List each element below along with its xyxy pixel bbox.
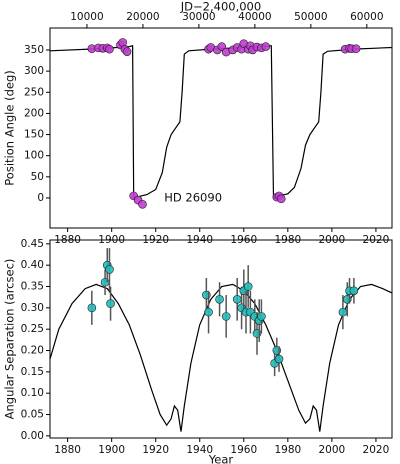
x2-tick-label: 10000 [70, 11, 103, 23]
data-point [232, 295, 242, 304]
y-tick-label: 0.15 [21, 366, 44, 378]
data-point [351, 44, 361, 54]
model-curve [49, 45, 393, 199]
y-tick-label: 300 [24, 65, 44, 77]
x-axis-label: Year [208, 453, 234, 464]
data-point [87, 303, 97, 313]
y-tick-label: 0 [37, 192, 44, 204]
data-point [349, 286, 359, 296]
y-axis-label: Position Angle (deg) [3, 70, 17, 185]
data-point [105, 44, 114, 54]
y-tick-label: 350 [24, 44, 44, 56]
x2-tick-label: 50000 [294, 11, 327, 23]
x-tick-label: 1920 [142, 444, 169, 456]
x2-tick-label: 30000 [182, 11, 215, 23]
y-tick-label: 0.30 [21, 302, 44, 314]
x-tick-label: 1980 [274, 444, 301, 456]
data-point [105, 265, 114, 274]
annotation: HD 26090 [164, 190, 222, 204]
plot-frame [49, 27, 393, 229]
data-point [338, 307, 348, 317]
y-tick-label: 0.00 [21, 430, 44, 442]
data-point [276, 194, 286, 204]
data-point [106, 299, 115, 308]
y-tick-label: 0.20 [21, 345, 44, 357]
data-point [243, 282, 253, 291]
data-point [204, 307, 213, 317]
y-tick-label: 0.25 [21, 323, 44, 335]
y-tick-label: 100 [24, 150, 44, 162]
data-point [221, 312, 231, 321]
data-point [261, 42, 271, 51]
y-tick-label: 200 [24, 107, 44, 119]
x2-axis-label: JD−2,400,000 [180, 0, 261, 14]
x-tick-label: 1880 [54, 444, 81, 456]
x2-tick-label: 60000 [350, 11, 383, 23]
y-tick-label: 50 [31, 171, 44, 183]
data-point [274, 354, 284, 364]
y-tick-label: 0.05 [21, 409, 44, 421]
y-tick-label: 0.35 [21, 281, 44, 293]
y-tick-label: 150 [24, 129, 44, 141]
y-tick-label: 250 [24, 86, 44, 98]
model-curve [49, 283, 393, 432]
data-point [122, 47, 132, 56]
x2-tick-label: 40000 [238, 11, 271, 23]
x-tick-label: 1940 [186, 444, 213, 456]
y-tick-label: 0.45 [21, 238, 44, 250]
data-point [138, 200, 147, 209]
plot-frame [49, 239, 393, 439]
x-tick-label: 1900 [98, 444, 125, 456]
x-tick-label: 2000 [319, 444, 346, 456]
x2-tick-label: 20000 [126, 11, 159, 23]
y-tick-label: 0.40 [21, 259, 44, 271]
data-point [257, 312, 266, 321]
x-tick-label: 2020 [363, 444, 390, 456]
y-tick-label: 0.10 [21, 387, 44, 399]
data-point [215, 295, 224, 304]
y-axis-label: Angular Separation (arcsec) [3, 259, 17, 420]
x-tick-label: 1960 [230, 444, 257, 456]
